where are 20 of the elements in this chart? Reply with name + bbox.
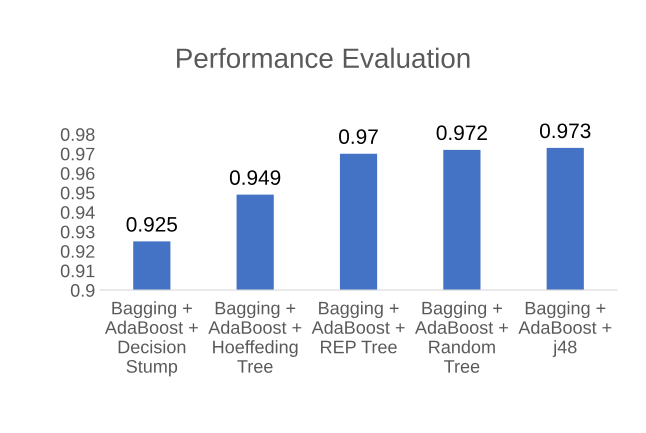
y-tick-label: 0.91: [60, 264, 94, 278]
data-label: 0.97: [339, 129, 378, 144]
data-label: 0.972: [436, 125, 487, 140]
y-tick-label: 0.95: [60, 186, 95, 200]
x-tick-label: Bagging + AdaBoost + Decision Stump: [104, 301, 198, 376]
x-tick-label: Bagging + AdaBoost + j48: [518, 301, 612, 357]
y-tick-label: 0.9: [70, 284, 94, 297]
x-tick-label: Bagging + AdaBoost + Hoeffeding Tree: [208, 301, 302, 373]
y-tick-label: 0.93: [60, 226, 94, 238]
y-tick-label: 0.92: [60, 245, 94, 258]
y-tick-label: 0.94: [60, 206, 95, 219]
y-tick-label: 0.97: [60, 148, 94, 160]
data-label: 0.949: [230, 170, 280, 185]
data-label: 0.973: [540, 123, 590, 138]
chart-title: Performance Evaluation: [177, 48, 470, 68]
x-tick-label: Bagging + AdaBoost + REP Tree: [312, 301, 405, 354]
y-tick-label: 0.98: [60, 128, 94, 141]
x-tick-label: Bagging + AdaBoost + Random Tree: [415, 301, 508, 373]
data-label: 0.925: [126, 216, 178, 232]
y-tick-label: 0.96: [60, 167, 94, 180]
